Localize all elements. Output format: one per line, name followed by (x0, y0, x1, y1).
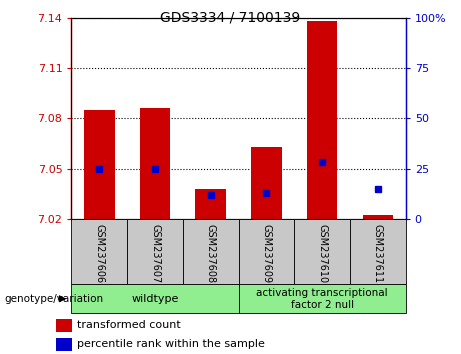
Text: transformed count: transformed count (77, 320, 181, 330)
Text: percentile rank within the sample: percentile rank within the sample (77, 339, 265, 349)
Bar (294, 219, 350, 284)
Text: GSM237608: GSM237608 (206, 224, 216, 283)
Bar (238, 284, 406, 313)
Text: GSM237610: GSM237610 (317, 224, 327, 283)
Bar (84, 110, 115, 219)
Text: GSM237607: GSM237607 (150, 224, 160, 283)
Bar (350, 219, 406, 284)
Text: activating transcriptional
factor 2 null: activating transcriptional factor 2 null (256, 288, 388, 310)
Bar (55, 338, 71, 351)
Text: GSM237609: GSM237609 (261, 224, 272, 283)
Bar (195, 189, 226, 219)
Bar (362, 216, 393, 219)
Text: wildtype: wildtype (131, 294, 179, 304)
Bar (307, 21, 337, 219)
Bar (251, 147, 282, 219)
Bar (71, 284, 239, 313)
Bar (140, 108, 170, 219)
Text: GSM237606: GSM237606 (95, 224, 104, 283)
Bar (127, 219, 183, 284)
Text: genotype/variation: genotype/variation (5, 294, 104, 304)
Bar (183, 219, 238, 284)
Text: GSM237611: GSM237611 (373, 224, 383, 283)
Bar (71, 219, 127, 284)
Bar (238, 219, 294, 284)
Bar (55, 319, 71, 332)
Text: GDS3334 / 7100139: GDS3334 / 7100139 (160, 11, 301, 25)
